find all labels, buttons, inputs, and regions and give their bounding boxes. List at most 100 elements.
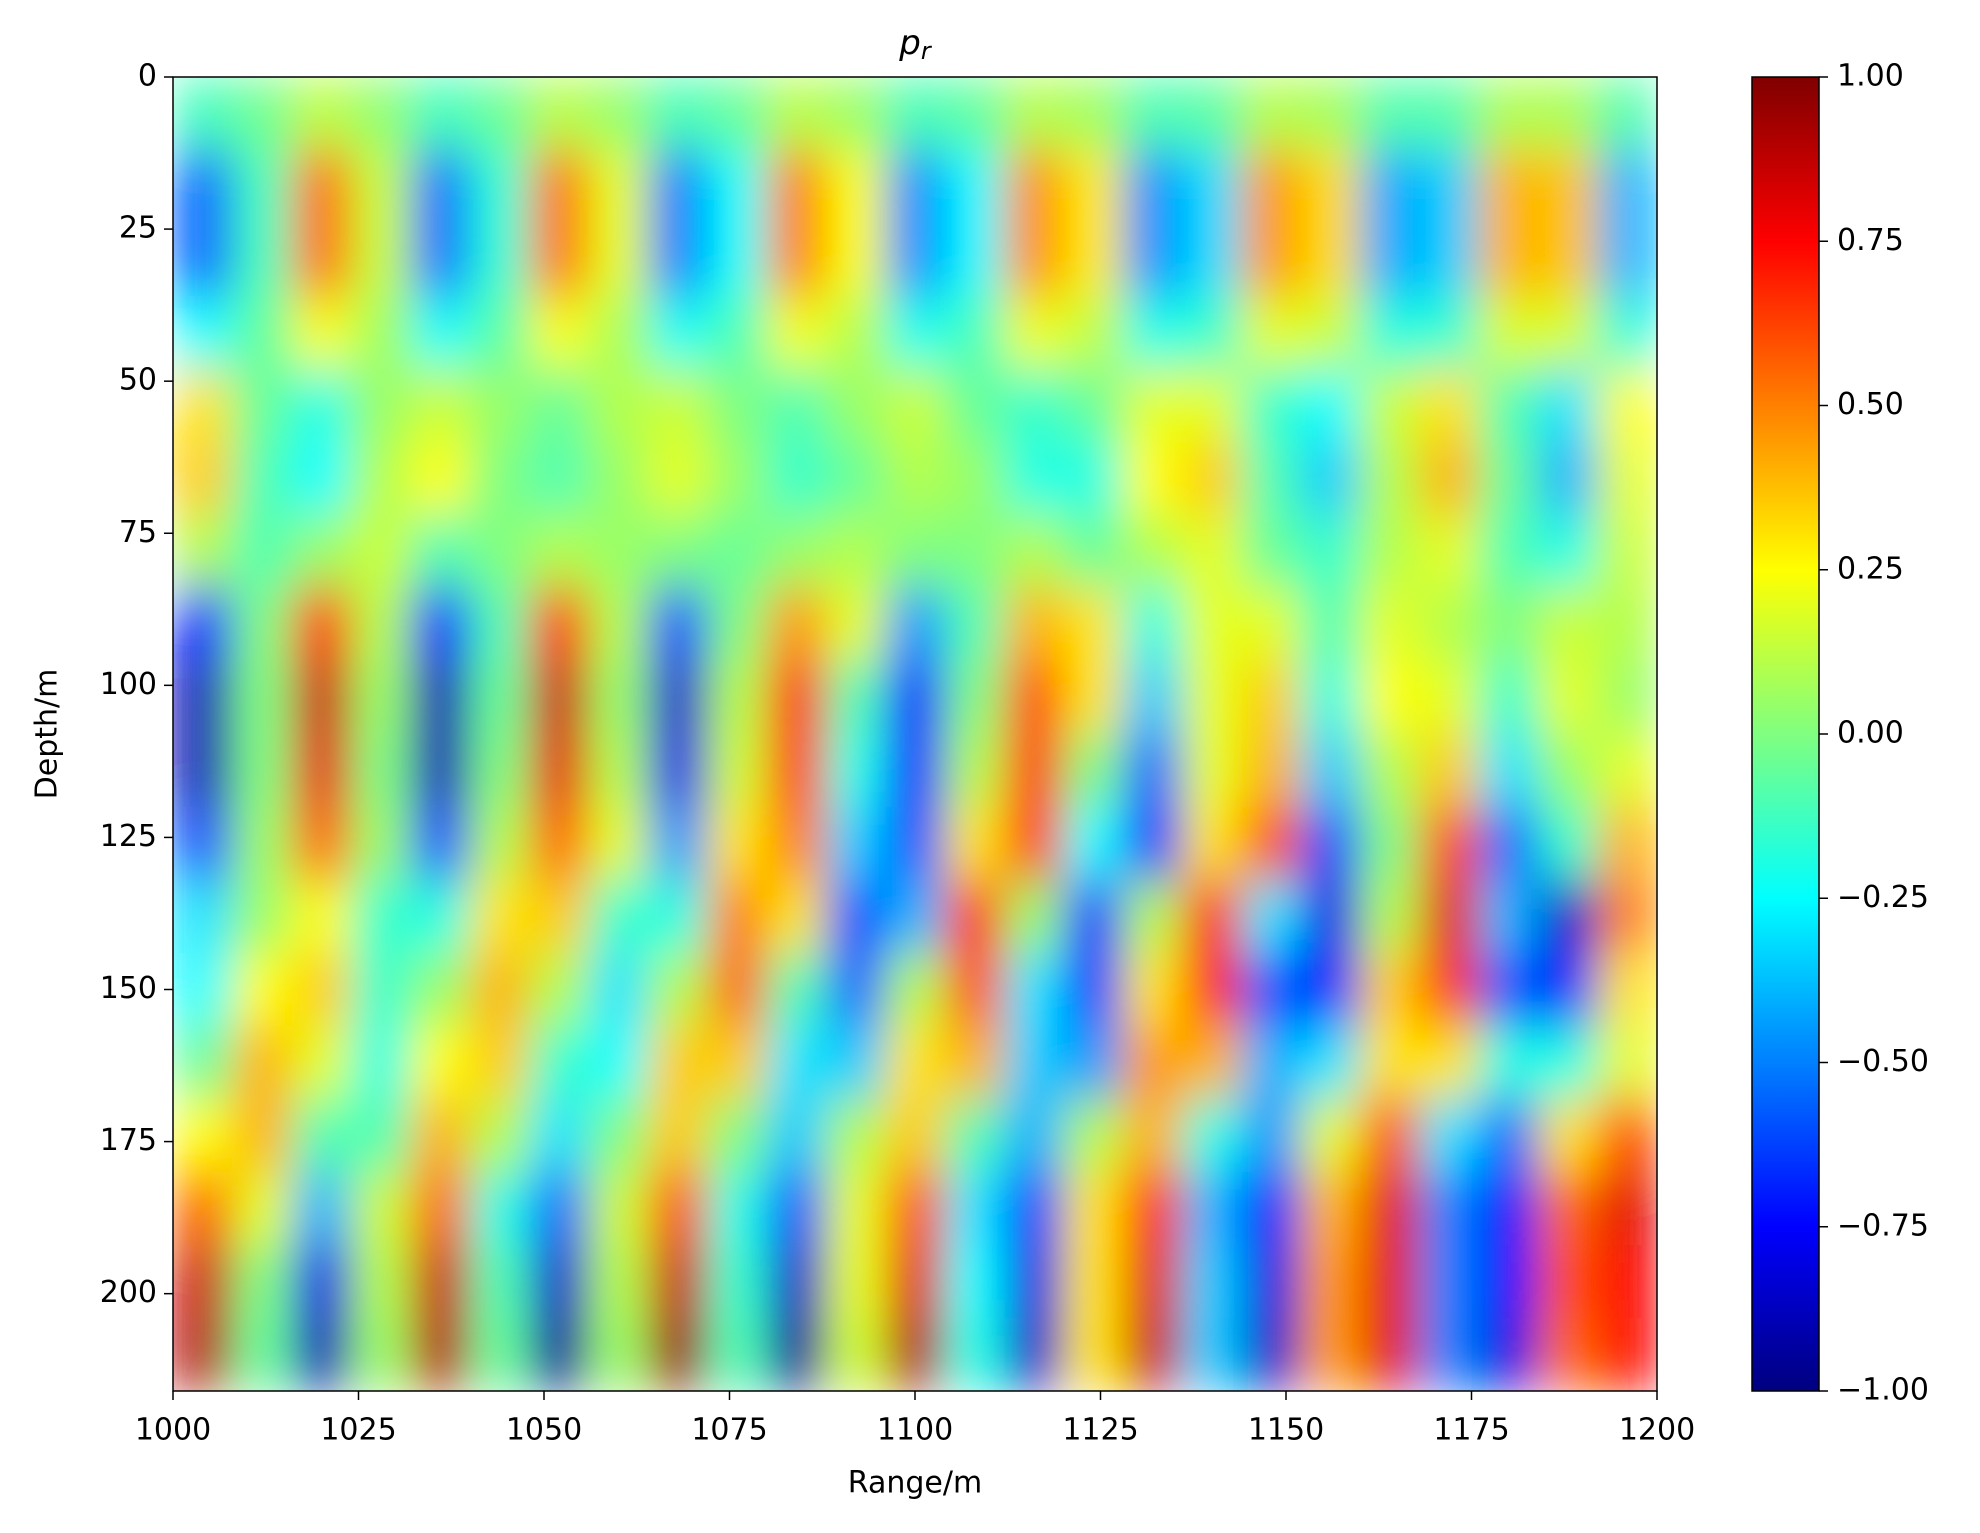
heatmap-cells bbox=[173, 77, 1657, 1391]
heatmap-cell bbox=[529, 1245, 590, 1319]
heatmap-cell bbox=[766, 588, 827, 662]
heatmap-cell bbox=[1597, 1026, 1657, 1100]
heatmap-cell bbox=[707, 734, 768, 808]
heatmap-cell bbox=[647, 1172, 708, 1246]
heatmap-cell bbox=[1538, 296, 1599, 370]
heatmap-cell bbox=[1063, 369, 1124, 443]
heatmap-cell bbox=[1122, 1245, 1183, 1319]
heatmap-cell bbox=[588, 296, 649, 370]
heatmap-cell bbox=[1360, 515, 1421, 589]
heatmap-cell bbox=[885, 296, 946, 370]
x-tick-label: 1025 bbox=[320, 1413, 396, 1448]
heatmap-cell bbox=[825, 1172, 886, 1246]
heatmap-cell bbox=[885, 223, 946, 297]
heatmap-cell bbox=[825, 1099, 886, 1173]
heatmap-cell bbox=[1419, 880, 1480, 954]
heatmap-cell bbox=[1122, 880, 1183, 954]
heatmap-cell bbox=[707, 1172, 768, 1246]
heatmap-cell bbox=[707, 1026, 768, 1100]
heatmap-cell bbox=[529, 223, 590, 297]
heatmap-cell bbox=[1538, 1245, 1599, 1319]
heatmap-cell bbox=[1419, 296, 1480, 370]
heatmap-cell bbox=[1478, 1026, 1539, 1100]
heatmap-cell bbox=[1063, 1318, 1124, 1391]
heatmap-cell bbox=[1004, 150, 1064, 224]
heatmap-cell bbox=[1300, 442, 1361, 516]
x-tick-label: 1100 bbox=[877, 1413, 953, 1448]
heatmap-cell bbox=[707, 223, 768, 297]
y-tick-label: 150 bbox=[100, 971, 157, 1006]
heatmap-cell bbox=[1004, 369, 1064, 443]
heatmap-cell bbox=[1360, 442, 1421, 516]
heatmap-cell bbox=[1063, 807, 1124, 881]
heatmap-cell bbox=[1122, 223, 1183, 297]
heatmap-cell bbox=[1241, 734, 1302, 808]
heatmap-cell bbox=[1478, 588, 1539, 662]
heatmap-cell bbox=[647, 442, 708, 516]
heatmap-cell bbox=[1122, 442, 1183, 516]
heatmap-cell bbox=[707, 661, 768, 735]
heatmap-cell bbox=[351, 1245, 411, 1319]
heatmap-cell bbox=[1063, 223, 1124, 297]
heatmap-cell bbox=[529, 1172, 590, 1246]
heatmap-cell bbox=[825, 296, 886, 370]
heatmap-cell bbox=[1063, 953, 1124, 1027]
heatmap-cell bbox=[1241, 953, 1302, 1027]
heatmap-cell bbox=[1182, 807, 1242, 881]
heatmap-cell bbox=[766, 1099, 827, 1173]
heatmap-cell bbox=[291, 1318, 352, 1391]
heatmap-cell bbox=[469, 807, 530, 881]
heatmap-cell bbox=[766, 807, 827, 881]
heatmap-cell bbox=[1419, 1318, 1480, 1391]
heatmap-cell bbox=[469, 442, 530, 516]
heatmap-cell bbox=[232, 880, 293, 954]
heatmap-cell bbox=[1063, 1172, 1124, 1246]
heatmap-cell bbox=[766, 953, 827, 1027]
heatmap-cell bbox=[351, 734, 411, 808]
heatmap-cell bbox=[1122, 296, 1183, 370]
heatmap-cell bbox=[1241, 1318, 1302, 1391]
heatmap-cell bbox=[469, 296, 530, 370]
heatmap-cell bbox=[1004, 223, 1064, 297]
heatmap-cell bbox=[291, 661, 352, 735]
heatmap-cell bbox=[1004, 807, 1064, 881]
heatmap-cell bbox=[1122, 369, 1183, 443]
heatmap-cell bbox=[588, 515, 649, 589]
heatmap-cell bbox=[291, 1099, 352, 1173]
heatmap-cell bbox=[1360, 1026, 1421, 1100]
heatmap-cell bbox=[1300, 150, 1361, 224]
heatmap-cell bbox=[291, 515, 352, 589]
heatmap-cell bbox=[825, 77, 886, 151]
heatmap-cell bbox=[351, 515, 411, 589]
heatmap-cell bbox=[410, 734, 471, 808]
heatmap-cell bbox=[1360, 588, 1421, 662]
heatmap-cell bbox=[1478, 734, 1539, 808]
heatmap-cell bbox=[1419, 734, 1480, 808]
heatmap-cell bbox=[1004, 588, 1064, 662]
colorbar-tick-label: 0.25 bbox=[1837, 551, 1904, 586]
heatmap-cell bbox=[529, 880, 590, 954]
heatmap-cell bbox=[410, 1172, 471, 1246]
heatmap-cell bbox=[1122, 734, 1183, 808]
heatmap-cell bbox=[885, 1099, 946, 1173]
heatmap-cell bbox=[529, 807, 590, 881]
heatmap-cell bbox=[1419, 1099, 1480, 1173]
heatmap-cell bbox=[173, 296, 233, 370]
heatmap-cell bbox=[1182, 1026, 1242, 1100]
heatmap-cell bbox=[173, 588, 233, 662]
heatmap-cell bbox=[588, 1172, 649, 1246]
heatmap-cell bbox=[410, 515, 471, 589]
heatmap-cell bbox=[885, 588, 946, 662]
heatmap-cell bbox=[1004, 515, 1064, 589]
heatmap-cell bbox=[1478, 807, 1539, 881]
heatmap-cell bbox=[1300, 369, 1361, 443]
heatmap-cell bbox=[1182, 77, 1242, 151]
heatmap-cell bbox=[410, 953, 471, 1027]
heatmap-cell bbox=[1360, 661, 1421, 735]
heatmap-cell bbox=[1597, 807, 1657, 881]
heatmap-cell bbox=[232, 734, 293, 808]
heatmap-cell bbox=[173, 1318, 233, 1391]
heatmap-cell bbox=[1478, 1318, 1539, 1391]
heatmap-cell bbox=[1300, 296, 1361, 370]
x-tick-label: 1125 bbox=[1062, 1413, 1138, 1448]
